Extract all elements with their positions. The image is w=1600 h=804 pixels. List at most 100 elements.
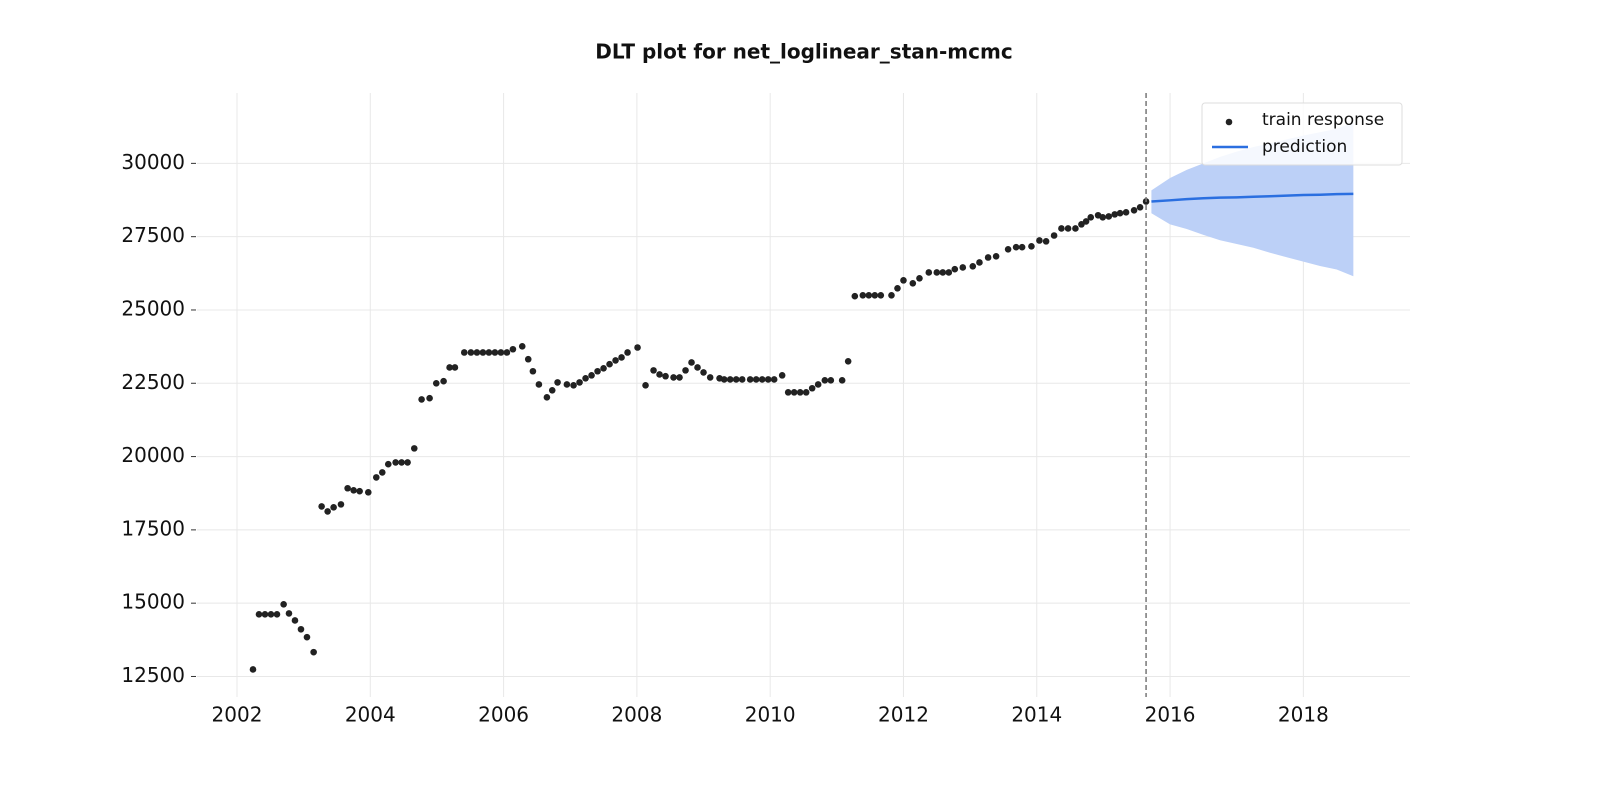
data-point [291,617,299,624]
data-point [426,394,433,402]
data-point [372,474,380,481]
data-point [398,459,405,466]
data-point [543,394,551,401]
data-point [844,357,852,365]
data-point [688,359,695,366]
data-point [682,367,689,374]
data-point [384,460,392,468]
x-tick-label: 2018 [1278,703,1329,727]
data-point [267,611,275,618]
data-point [606,360,613,368]
data-point [790,389,798,396]
data-point [945,269,953,276]
x-tick-label: 2006 [478,703,529,727]
y-tick-label: 22500 [121,370,185,394]
data-point [485,349,493,356]
data-point [770,376,778,383]
data-point [337,501,345,508]
data-point [706,374,714,381]
data-point [1012,243,1020,251]
data-point [344,484,351,492]
data-point [1050,232,1058,239]
data-point [821,377,829,384]
data-point [838,377,846,384]
data-point [624,349,631,356]
data-point [726,376,734,383]
data-point [984,254,992,261]
data-point [297,625,305,633]
data-point [310,648,317,656]
data-point [1004,245,1012,253]
data-point [1064,225,1072,232]
data-point [1087,214,1095,221]
x-tick-label: 2002 [212,703,263,727]
data-point [529,367,537,375]
data-point [1099,214,1107,221]
data-point [460,349,468,356]
data-point [909,279,917,287]
data-point [330,503,337,511]
data-point [1116,209,1124,217]
data-point [491,349,499,356]
legend-label: train response [1262,110,1384,130]
data-point [1082,218,1090,225]
data-point [877,292,885,299]
data-point [916,275,923,282]
data-point [758,376,766,383]
data-point [1072,225,1079,232]
data-point [410,445,418,452]
data-point [676,374,683,381]
data-point [404,459,411,466]
data-point [280,601,287,608]
x-tick-label: 2004 [345,703,396,727]
data-point [959,264,967,271]
data-point [992,253,1000,260]
data-point [784,389,792,396]
data-point [554,379,561,386]
y-tick-label: 15000 [121,590,185,614]
data-point [662,372,669,380]
data-point [594,367,601,375]
data-point [364,489,372,496]
data-point [939,269,947,276]
data-point [303,633,311,641]
data-point [732,376,740,383]
data-point [432,379,440,387]
data-point [951,265,959,273]
data-point [859,292,867,299]
y-tick-label: 27500 [121,223,185,247]
data-point [700,369,707,376]
data-point [467,349,475,356]
chart-title: DLT plot for net_loglinear_stan-mcmc [595,40,1012,64]
data-point [324,508,331,515]
data-point [418,396,425,403]
data-point [814,381,822,388]
data-point [261,611,269,618]
data-point [746,376,754,383]
data-point [350,486,357,494]
prediction-line [1151,192,1354,203]
data-point [509,345,517,353]
data-point [576,379,583,386]
data-point [588,372,595,379]
data-point [548,387,556,394]
data-point [925,269,933,276]
data-point [255,611,263,618]
data-point [1058,225,1065,232]
data-point [273,611,281,618]
data-point [851,292,859,300]
y-tick-label: 25000 [121,296,185,320]
data-point [378,469,386,476]
data-point [1136,204,1144,211]
data-point [318,503,325,510]
data-point [969,262,977,270]
x-tick-label: 2014 [1011,703,1062,727]
x-tick-label: 2012 [878,703,929,727]
data-point [503,349,511,356]
data-point [600,365,607,372]
data-point [764,376,772,383]
data-point [865,292,873,299]
data-point [497,349,505,356]
